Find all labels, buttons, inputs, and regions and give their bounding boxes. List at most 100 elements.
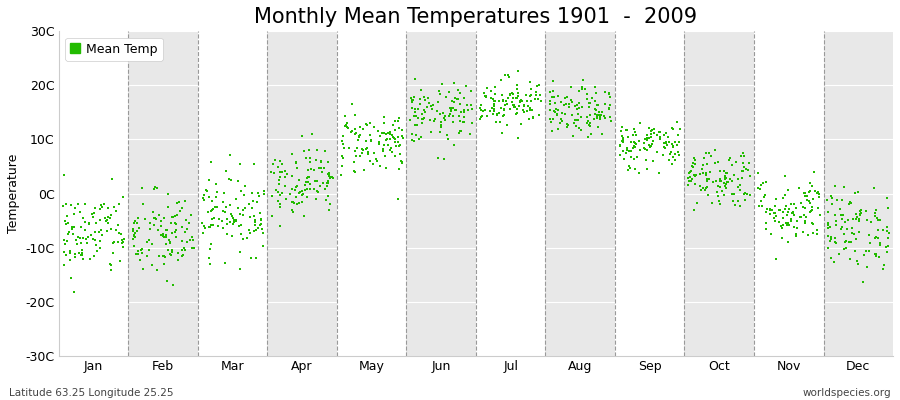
Point: [154, 218, 168, 224]
Point: [774, 223, 788, 230]
Point: [290, 183, 304, 190]
Point: [64, 275, 78, 281]
Point: [313, 158, 328, 164]
Point: [405, 96, 419, 103]
Point: [295, 188, 310, 194]
Point: [507, 95, 521, 101]
Point: [411, 115, 426, 121]
Point: [572, 104, 587, 111]
Point: [361, 150, 375, 157]
Point: [87, 210, 102, 216]
Point: [285, 198, 300, 205]
Point: [492, 119, 507, 125]
Point: [488, 98, 502, 104]
Point: [286, 200, 301, 207]
Point: [220, 231, 235, 238]
Point: [502, 74, 517, 80]
Point: [379, 164, 393, 171]
Point: [698, 172, 713, 178]
Point: [738, 197, 752, 204]
Point: [175, 238, 189, 245]
Point: [824, 234, 838, 240]
Point: [207, 204, 221, 210]
Point: [520, 97, 535, 104]
Point: [322, 173, 337, 180]
Point: [601, 104, 616, 111]
Point: [688, 160, 702, 167]
Point: [627, 166, 642, 172]
Point: [292, 189, 307, 196]
Point: [236, 212, 250, 218]
Point: [279, 196, 293, 202]
Point: [353, 132, 367, 138]
Point: [718, 182, 733, 189]
Point: [827, 182, 842, 189]
Point: [419, 104, 434, 110]
Point: [195, 220, 210, 227]
Point: [549, 106, 563, 113]
Point: [733, 182, 747, 188]
Point: [724, 178, 739, 185]
Point: [805, 203, 819, 210]
Point: [284, 190, 298, 197]
Point: [457, 119, 472, 126]
Point: [224, 177, 238, 183]
Point: [546, 116, 561, 123]
Bar: [337, 31, 407, 356]
Point: [95, 204, 110, 210]
Point: [227, 219, 241, 225]
Point: [68, 251, 82, 257]
Point: [776, 209, 790, 216]
Point: [356, 146, 370, 152]
Point: [159, 278, 174, 284]
Point: [232, 223, 247, 230]
Point: [309, 157, 323, 163]
Point: [784, 218, 798, 224]
Point: [203, 208, 218, 214]
Point: [550, 112, 564, 118]
Point: [434, 122, 448, 128]
Point: [60, 219, 75, 226]
Point: [718, 176, 733, 182]
Point: [117, 236, 131, 242]
Point: [828, 235, 842, 242]
Point: [659, 130, 673, 136]
Point: [297, 148, 311, 154]
Point: [134, 250, 148, 256]
Point: [300, 186, 314, 192]
Point: [813, 212, 827, 218]
Point: [565, 132, 580, 139]
Point: [62, 257, 77, 264]
Point: [644, 141, 659, 148]
Point: [133, 247, 148, 254]
Point: [644, 128, 658, 134]
Point: [859, 207, 873, 214]
Point: [305, 131, 320, 138]
Point: [104, 267, 119, 274]
Point: [571, 102, 585, 108]
Point: [695, 166, 709, 172]
Point: [870, 235, 885, 242]
Point: [500, 122, 514, 129]
Point: [713, 168, 727, 174]
Point: [563, 84, 578, 90]
Point: [162, 237, 176, 243]
Point: [561, 94, 575, 100]
Point: [271, 164, 285, 170]
Point: [736, 153, 751, 160]
Point: [414, 87, 428, 94]
Point: [775, 224, 789, 231]
Point: [216, 225, 230, 231]
Point: [83, 256, 97, 262]
Point: [431, 99, 446, 105]
Point: [868, 251, 883, 258]
Point: [98, 214, 112, 221]
Point: [621, 167, 635, 173]
Point: [598, 113, 612, 119]
Point: [114, 236, 129, 243]
Point: [731, 198, 745, 204]
Point: [515, 98, 529, 104]
Point: [410, 122, 425, 128]
Point: [165, 249, 179, 256]
Point: [879, 224, 894, 230]
